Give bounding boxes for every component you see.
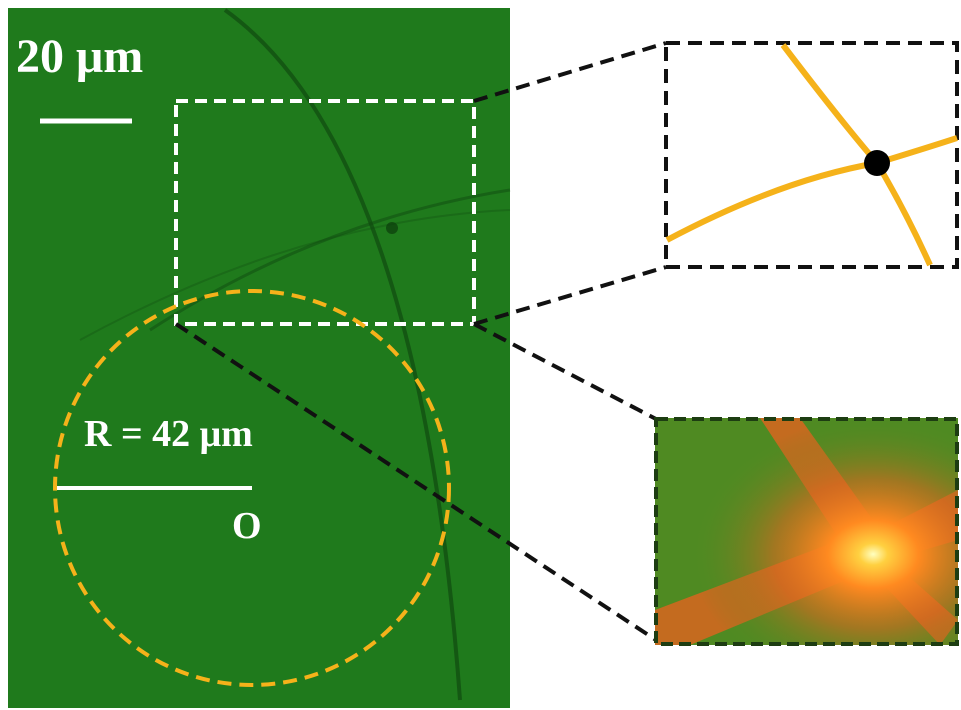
figure: 20 μm R = 42 μm O (0, 0, 961, 710)
center-label: O (232, 505, 262, 547)
radius-label: R = 42 μm (84, 413, 253, 455)
fluorescence-inset (655, 418, 958, 645)
junction (386, 222, 398, 234)
page: {"scale_bar": {"label": "20 μm"}, "circl… (0, 0, 961, 710)
scale-label: 20 μm (16, 30, 143, 83)
junction-dot (864, 150, 890, 176)
micrograph (8, 8, 510, 708)
